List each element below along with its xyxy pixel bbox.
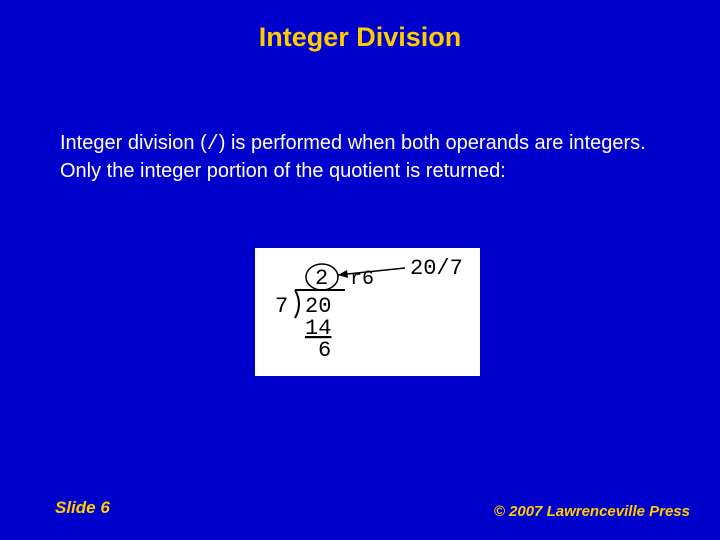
result-label: 20/7 [410, 256, 463, 281]
division-svg: 2 r6 7 20 14 6 20/7 [255, 248, 480, 376]
division-bracket [295, 290, 299, 318]
slide-title: Integer Division [0, 0, 720, 53]
slide-container: Integer Division Integer division (/) is… [0, 0, 720, 540]
divisor-text: 7 [275, 294, 288, 319]
quotient-text: 2 [315, 266, 328, 291]
body-prefix: Integer division ( [60, 132, 207, 154]
body-operator: / [207, 133, 219, 156]
slide-body: Integer division (/) is performed when b… [60, 130, 660, 184]
footer-copyright: © 2007 Lawrenceville Press [494, 503, 690, 520]
arrow-head [338, 270, 348, 278]
footer-slide-number: Slide 6 [55, 498, 110, 518]
remainder-text: 6 [318, 338, 331, 363]
long-division-diagram: 2 r6 7 20 14 6 20/7 [255, 248, 480, 376]
